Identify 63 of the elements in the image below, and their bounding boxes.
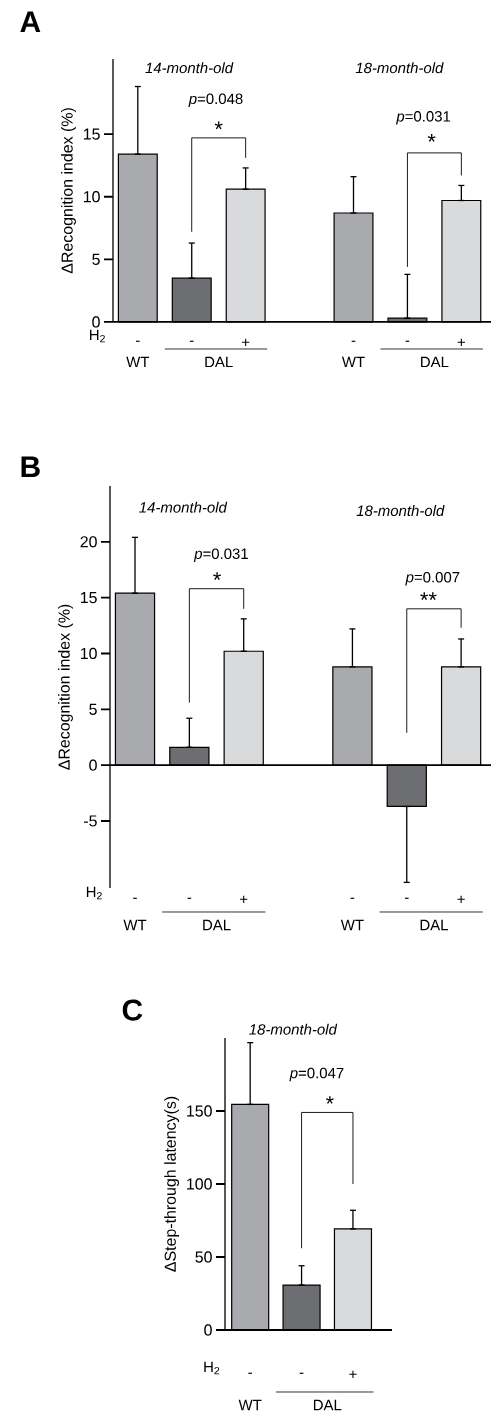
- text: H$_{2}$: [90, 329, 105, 343]
- chart-title: A: [20, 11, 41, 33]
- annotation: 14-month-old: [145, 62, 234, 74]
- text: DAL: [420, 919, 449, 931]
- x-tick-label: -: [187, 897, 192, 899]
- text: H$_{2}$: [86, 886, 102, 900]
- y-axis-title: ΔRecognition index (%): [61, 108, 76, 274]
- text: DAL: [313, 1399, 342, 1411]
- x-tick-label: +: [457, 338, 466, 346]
- y-axis-title: ΔStep-through latency(s): [164, 1096, 180, 1272]
- x-tick-label: -: [351, 340, 356, 342]
- annotation: **: [420, 592, 437, 601]
- x-tick-label: -: [405, 340, 410, 342]
- y-tick-label: 10: [81, 647, 97, 660]
- y-tick-label: -5: [84, 815, 97, 827]
- x-tick-label: +: [349, 1370, 357, 1378]
- annotation: *: [213, 572, 222, 580]
- annotation: 18-month-old: [355, 62, 444, 74]
- x-tick-label: +: [457, 895, 465, 903]
- chart-title: B: [21, 456, 40, 478]
- annotation: *: [214, 121, 223, 130]
- y-axis-title: ΔRecognition index (%): [58, 604, 73, 770]
- x-tick-label: -: [189, 340, 194, 342]
- annotation: p=0.031: [396, 111, 451, 125]
- x-tick-label: -: [350, 897, 355, 899]
- chart-title: C: [122, 999, 143, 1021]
- text: DAL: [203, 919, 231, 931]
- text: WT: [341, 356, 365, 368]
- annotation: p=0.048: [188, 93, 243, 108]
- text: WT: [340, 919, 364, 931]
- y-tick-label: 20: [80, 536, 97, 548]
- annotation: p=0.047: [289, 1067, 344, 1082]
- y-tick-label: 15: [81, 592, 97, 604]
- x-tick-label: -: [133, 897, 137, 899]
- y-tick-label: 0: [204, 1324, 212, 1336]
- y-tick-label: 0: [89, 759, 97, 771]
- annotation: 18-month-old: [356, 505, 445, 517]
- y-tick-label: 10: [84, 191, 100, 203]
- y-tick-label: 100: [187, 1178, 212, 1190]
- y-tick-label: 150: [187, 1105, 212, 1117]
- text: WT: [126, 356, 150, 368]
- y-tick-label: 50: [195, 1251, 212, 1263]
- text: DAL: [205, 356, 233, 368]
- text: 18-month-old: [249, 1023, 338, 1035]
- x-tick-label: -: [299, 1372, 304, 1374]
- y-tick-label: 15: [84, 128, 100, 140]
- x-tick-label: -: [136, 340, 140, 342]
- annotation: 14-month-old: [139, 501, 228, 513]
- text: WT: [123, 919, 147, 931]
- y-tick-label: 5: [92, 253, 100, 265]
- x-tick-label: -: [404, 897, 409, 899]
- text: WT: [238, 1399, 262, 1411]
- text: DAL: [421, 356, 449, 368]
- annotation: *: [325, 1096, 334, 1104]
- annotation: *: [427, 134, 436, 142]
- text: H$_{2}$: [204, 1361, 220, 1375]
- x-tick-label: +: [240, 895, 248, 903]
- annotation: p=0.007: [405, 571, 460, 586]
- y-tick-label: 5: [89, 703, 97, 715]
- x-tick-label: -: [248, 1372, 253, 1374]
- x-tick-label: +: [242, 338, 250, 346]
- y-tick-label: 0: [92, 316, 100, 328]
- annotation: p=0.031: [193, 548, 248, 562]
